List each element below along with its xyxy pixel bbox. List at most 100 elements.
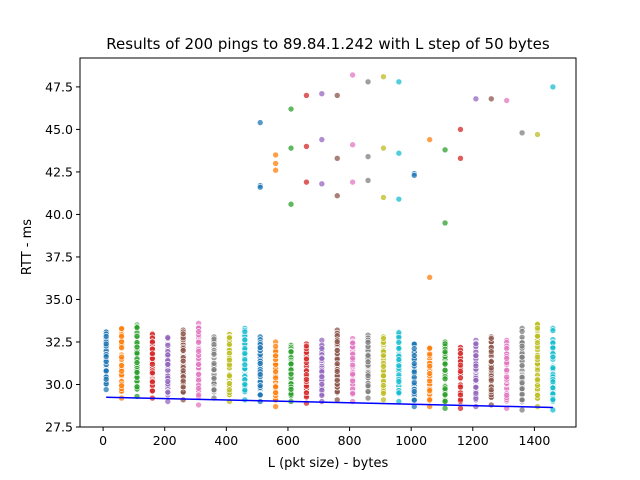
data-point bbox=[241, 328, 249, 336]
data-point bbox=[503, 373, 510, 381]
data-point bbox=[487, 377, 495, 384]
data-point bbox=[349, 354, 356, 362]
outlier-point bbox=[426, 274, 433, 281]
data-point bbox=[410, 379, 418, 386]
data-point bbox=[318, 373, 326, 381]
x-tick-label: 1400 bbox=[519, 433, 551, 448]
data-point bbox=[303, 376, 310, 383]
data-point bbox=[395, 339, 403, 346]
data-point bbox=[226, 334, 233, 342]
data-point bbox=[133, 349, 141, 357]
data-point bbox=[410, 388, 418, 395]
data-point bbox=[241, 361, 249, 369]
series-group bbox=[241, 325, 249, 404]
series-group bbox=[487, 95, 495, 409]
data-point bbox=[380, 352, 387, 359]
data-point bbox=[487, 358, 495, 365]
series-group bbox=[303, 92, 310, 407]
data-point bbox=[395, 378, 403, 385]
data-point bbox=[534, 339, 541, 347]
x-tick-label: 800 bbox=[338, 433, 362, 448]
data-point bbox=[395, 356, 403, 363]
data-point bbox=[287, 360, 295, 368]
data-point bbox=[179, 383, 187, 391]
data-point bbox=[380, 382, 387, 389]
series-group bbox=[318, 90, 326, 405]
outlier-point bbox=[457, 126, 464, 133]
data-point bbox=[318, 345, 326, 352]
data-point bbox=[133, 324, 141, 331]
data-point bbox=[303, 342, 310, 350]
data-point bbox=[380, 389, 387, 397]
outlier-point bbox=[333, 192, 341, 200]
outlier-point bbox=[518, 129, 526, 137]
data-point bbox=[179, 367, 187, 374]
data-point bbox=[534, 332, 541, 340]
data-point bbox=[549, 384, 557, 392]
series-group bbox=[549, 83, 557, 414]
data-point bbox=[518, 390, 526, 398]
data-point bbox=[349, 389, 356, 397]
outlier-point bbox=[395, 149, 403, 157]
x-tick-label: 400 bbox=[214, 433, 238, 448]
data-point bbox=[349, 370, 356, 378]
data-point bbox=[472, 362, 480, 370]
data-point bbox=[318, 392, 326, 399]
data-point bbox=[226, 386, 233, 394]
data-point bbox=[457, 367, 464, 375]
data-point bbox=[118, 362, 125, 369]
data-point bbox=[426, 345, 433, 352]
series-group bbox=[226, 330, 233, 405]
data-point bbox=[102, 333, 110, 340]
data-point bbox=[195, 338, 202, 346]
data-point bbox=[380, 335, 387, 342]
plot-area bbox=[102, 71, 557, 414]
data-point bbox=[410, 368, 418, 376]
outlier-point bbox=[303, 92, 310, 99]
data-point bbox=[210, 360, 218, 367]
data-point bbox=[149, 378, 156, 386]
data-point bbox=[518, 379, 526, 386]
x-axis-label: L (pkt size) - bytes bbox=[268, 456, 389, 471]
data-point bbox=[256, 371, 264, 378]
series-group bbox=[333, 92, 341, 404]
data-point bbox=[210, 386, 218, 394]
data-point bbox=[410, 360, 418, 367]
outlier-point bbox=[380, 144, 387, 152]
data-point bbox=[149, 338, 156, 346]
data-point bbox=[272, 342, 279, 350]
data-point bbox=[518, 353, 526, 361]
data-point bbox=[272, 374, 279, 382]
series-group bbox=[380, 73, 387, 404]
data-point bbox=[241, 381, 249, 388]
data-point bbox=[441, 340, 449, 348]
data-point bbox=[210, 335, 218, 343]
data-point bbox=[441, 366, 449, 374]
outlier-point bbox=[457, 155, 464, 162]
data-point bbox=[226, 380, 233, 387]
data-point bbox=[457, 404, 464, 412]
outlier-point bbox=[487, 95, 495, 103]
data-point bbox=[426, 396, 433, 404]
data-point bbox=[549, 378, 557, 386]
data-point bbox=[210, 366, 218, 373]
data-point bbox=[364, 372, 372, 379]
x-tick-label: 0 bbox=[99, 433, 107, 448]
data-point bbox=[364, 352, 372, 360]
data-point bbox=[472, 352, 480, 359]
data-point bbox=[457, 374, 464, 381]
x-tick-label: 600 bbox=[276, 433, 300, 448]
outlier-point bbox=[441, 219, 449, 227]
outlier-point bbox=[318, 136, 326, 143]
data-point bbox=[118, 338, 125, 346]
outlier-point bbox=[441, 146, 449, 154]
outlier-point bbox=[272, 160, 279, 167]
data-point bbox=[333, 368, 341, 375]
outlier-point bbox=[349, 178, 356, 186]
series-group bbox=[349, 71, 356, 405]
data-point bbox=[472, 403, 480, 410]
series-group bbox=[272, 151, 279, 410]
data-point bbox=[503, 355, 510, 362]
data-point bbox=[164, 360, 172, 368]
